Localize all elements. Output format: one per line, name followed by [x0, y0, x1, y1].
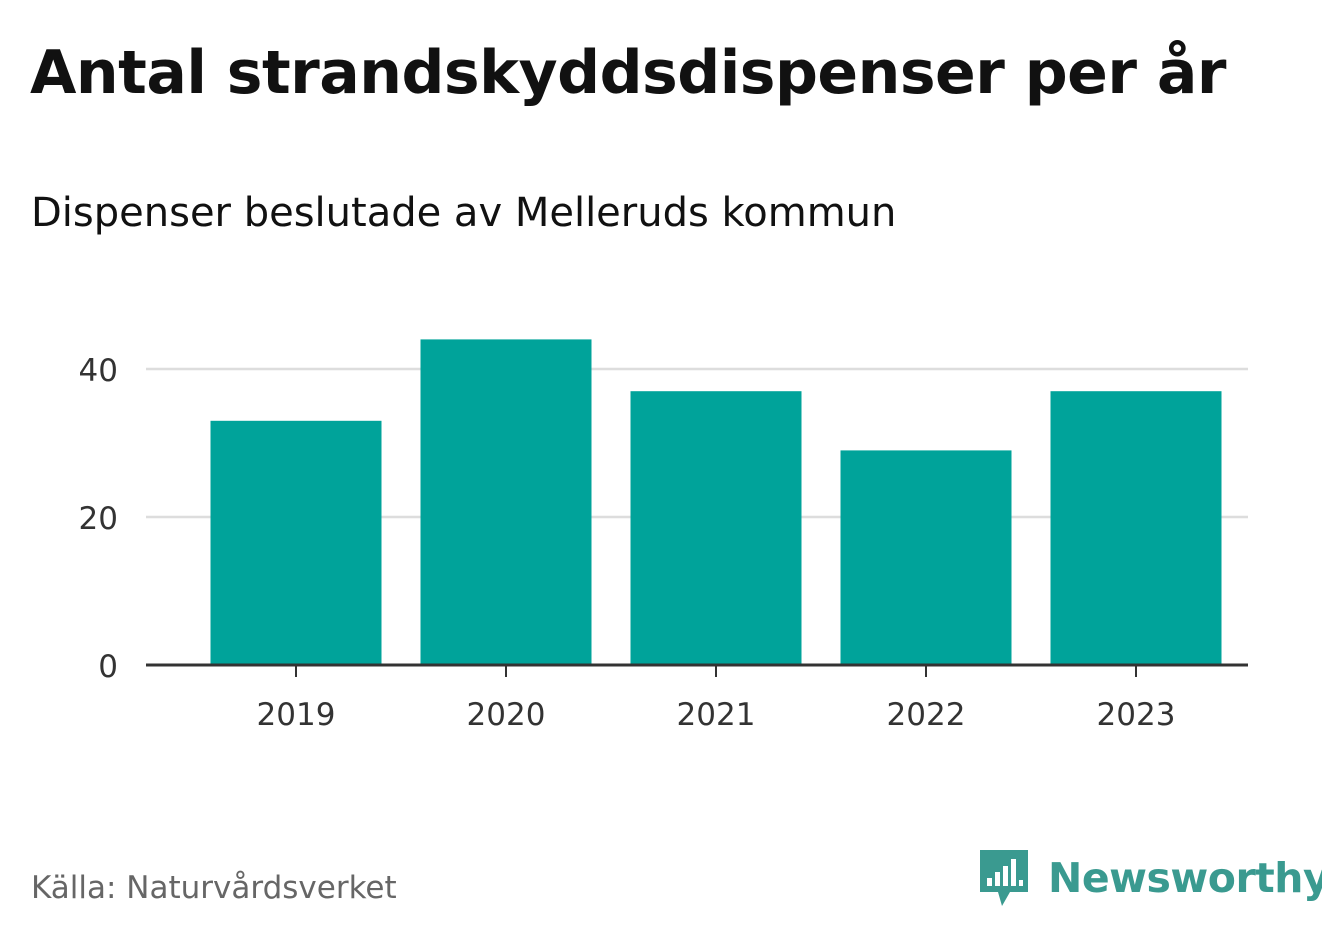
- newsworthy-logo-icon: [980, 850, 1028, 906]
- x-tick-label: 2021: [677, 697, 756, 733]
- brand-name: Newsworthy: [1048, 854, 1322, 902]
- bar-2021[interactable]: [630, 391, 802, 665]
- y-tick-label: 0: [98, 649, 118, 685]
- y-tick-label: 20: [79, 501, 118, 537]
- y-tick-label: 40: [79, 353, 118, 389]
- source-note: Källa: Naturvårdsverket: [31, 870, 397, 906]
- x-tick-label: 2020: [467, 697, 546, 733]
- bar-2019[interactable]: [210, 420, 382, 665]
- bar-2020[interactable]: [420, 339, 592, 665]
- chart-subtitle: Dispenser beslutade av Melleruds kommun: [31, 190, 897, 236]
- brand-logo[interactable]: Newsworthy: [978, 848, 1322, 908]
- bar-2022[interactable]: [840, 450, 1012, 665]
- bar-2023[interactable]: [1050, 391, 1222, 665]
- x-tick-label: 2023: [1097, 697, 1176, 733]
- tick-labels: 0 20 40 2019 2020 2021 2022 2023: [79, 353, 1176, 733]
- x-axis: [146, 663, 1248, 677]
- chart-title: Antal strandskyddsdispenser per år: [30, 38, 1226, 108]
- bars: [210, 339, 1222, 665]
- x-tick-label: 2022: [887, 697, 966, 733]
- x-tick-label: 2019: [257, 697, 336, 733]
